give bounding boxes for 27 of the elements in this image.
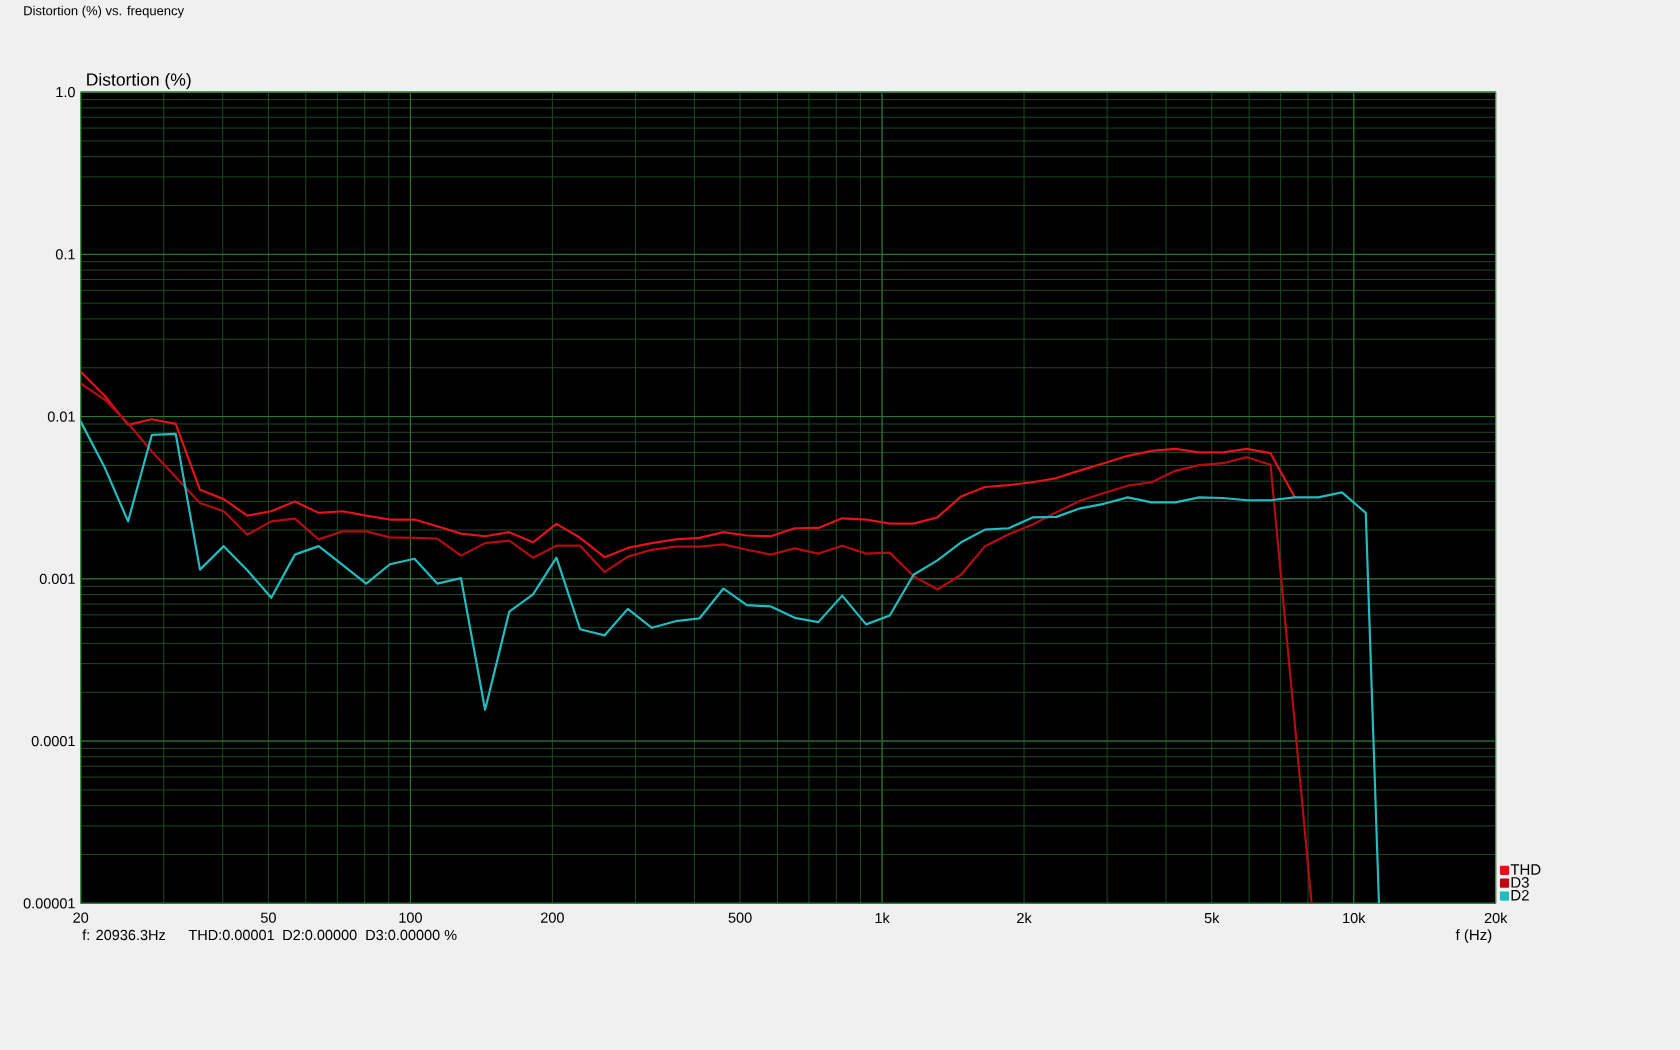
x-tick-label: 5k [1204, 912, 1220, 924]
y-tick-label: 0.0001 [31, 735, 75, 747]
chart-title: Distortion (%) vs. frequency [24, 5, 185, 18]
x-tick-label: 200 [541, 912, 564, 923]
x-tick-label: 20k [1484, 912, 1508, 924]
y-tick-label: 0.1 [55, 249, 75, 260]
y-tick-label: 0.01 [47, 411, 75, 422]
line-series [80, 370, 1296, 559]
x-axis-title: f (Hz) [1455, 929, 1492, 944]
text: THD:0.00001 [188, 929, 274, 941]
x-tick-label: 500 [728, 912, 752, 923]
text: D3:0.00000 % [366, 929, 457, 941]
legend-label: THD [1510, 864, 1541, 875]
y-tick-label: 1.0 [56, 86, 75, 98]
text: D2:0.00000 [283, 929, 357, 941]
x-tick-label: 100 [399, 912, 422, 923]
y-tick-label: 0.00001 [23, 898, 75, 909]
x-tick-label: 1k [875, 912, 890, 924]
x-tick-label: 20 [73, 912, 89, 923]
x-tick-label: 10k [1343, 912, 1366, 924]
legend-label: D2 [1511, 889, 1529, 901]
x-tick-label: 2k [1017, 912, 1032, 924]
y-tick-label: 0.001 [39, 573, 75, 584]
x-tick-label: 50 [260, 912, 276, 923]
y-axis-title: Distortion (%) [87, 72, 191, 90]
legend-label: D3 [1511, 877, 1529, 888]
text: f: 20936.3Hz [82, 929, 166, 941]
